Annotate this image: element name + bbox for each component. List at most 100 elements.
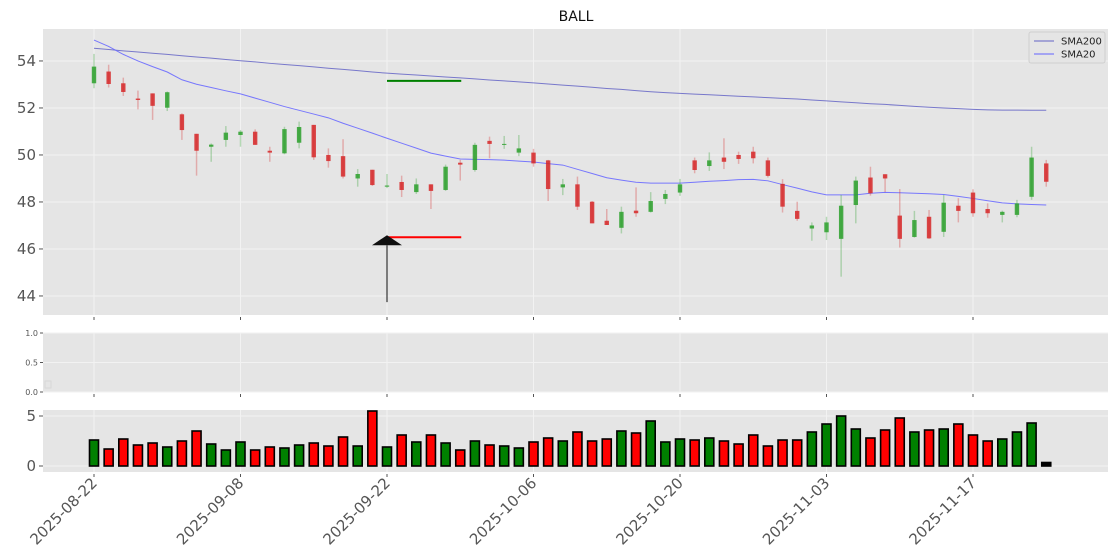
candle-body	[326, 154, 331, 162]
candle	[194, 133, 199, 176]
legend-box	[1028, 31, 1106, 64]
candle	[252, 129, 258, 145]
volume-bar	[293, 444, 305, 467]
volume-bar	[425, 434, 437, 467]
x-tick-label: 2025-09-22	[319, 474, 393, 548]
volume-bar	[879, 429, 891, 467]
volume-bar	[967, 434, 979, 467]
volume-bar	[337, 436, 349, 467]
candle	[824, 216, 829, 241]
candle	[150, 93, 155, 120]
volume-bar	[367, 410, 378, 467]
volume-bar	[118, 438, 129, 467]
candle	[179, 113, 185, 140]
volume-bar	[88, 439, 100, 467]
candle-body	[487, 140, 492, 144]
volume-bar	[660, 441, 671, 467]
price-tick-label: 44	[17, 287, 36, 305]
candle-body	[355, 173, 360, 179]
candle	[370, 169, 375, 186]
volume-bar	[909, 431, 920, 467]
candle-body	[399, 181, 404, 190]
volume-bar	[103, 448, 114, 467]
price-tick-label: 46	[17, 240, 36, 258]
candle-body	[458, 162, 463, 165]
candle-body	[765, 160, 771, 176]
volume-bar	[923, 429, 935, 467]
candle	[487, 136, 492, 159]
candle-body	[267, 150, 272, 153]
candle-body	[531, 152, 536, 164]
candle	[970, 189, 976, 217]
indicator-tick-label: 0.5	[25, 359, 38, 368]
volume-bar	[1026, 422, 1037, 467]
volume-bar	[557, 440, 569, 467]
candle-body	[165, 92, 170, 108]
candle-body	[296, 126, 302, 143]
candle-body	[575, 184, 580, 207]
candle-body	[414, 184, 419, 193]
candle	[1029, 146, 1034, 200]
candle	[472, 142, 478, 172]
volume-bar	[938, 428, 950, 467]
candle	[223, 126, 229, 147]
candle	[267, 146, 272, 162]
x-tick-label: 2025-11-17	[905, 474, 979, 548]
candle-body	[589, 201, 595, 224]
volume-bar	[498, 445, 510, 467]
candle-body	[677, 184, 683, 193]
candle-body	[795, 210, 800, 219]
price-tick-label: 48	[17, 193, 36, 211]
volume-bar	[982, 440, 993, 467]
candle	[853, 176, 858, 224]
volume-bar	[176, 440, 188, 467]
candle	[809, 222, 815, 241]
candle	[941, 194, 946, 237]
legend-label: SMA20	[1061, 50, 1096, 61]
candle-body	[633, 210, 639, 214]
candle	[414, 178, 419, 194]
volume-bar	[586, 440, 598, 467]
candle	[384, 173, 390, 189]
volume-bar	[791, 439, 803, 467]
volume-bar	[835, 415, 847, 467]
candle-body	[912, 220, 917, 237]
candle	[121, 77, 126, 96]
candle-body	[853, 180, 858, 206]
candle	[135, 90, 141, 110]
candle	[326, 148, 331, 168]
arrow-head-icon	[372, 235, 402, 246]
volume-bar	[264, 446, 276, 467]
candle	[355, 169, 360, 187]
candle-body	[970, 192, 976, 214]
candle-body	[516, 148, 522, 153]
volume-bar	[601, 438, 613, 467]
candle	[458, 159, 463, 181]
sma-line-sma200	[93, 47, 1047, 111]
volume-bar	[703, 437, 715, 467]
candle	[502, 135, 507, 149]
candle	[677, 178, 683, 196]
candle	[209, 143, 214, 162]
candle-body	[868, 177, 873, 194]
candle-body	[194, 133, 199, 151]
candle	[604, 209, 609, 225]
candle	[560, 178, 565, 196]
volume-bar	[689, 439, 700, 467]
candle-body	[897, 215, 902, 239]
candle	[340, 139, 346, 179]
candle-body	[1000, 211, 1005, 215]
candle-body	[1044, 163, 1049, 182]
candle-body	[179, 114, 185, 131]
volume-bar	[440, 442, 451, 467]
candle	[795, 201, 800, 221]
volume-tick-label: 0	[26, 457, 36, 475]
candle-body	[926, 216, 932, 239]
volume-bar	[542, 437, 554, 467]
candle-body	[311, 124, 316, 158]
candle-body	[238, 131, 243, 135]
candle	[238, 130, 243, 147]
candle-body	[443, 166, 448, 190]
volume-bar	[733, 443, 744, 467]
candle	[443, 164, 448, 191]
